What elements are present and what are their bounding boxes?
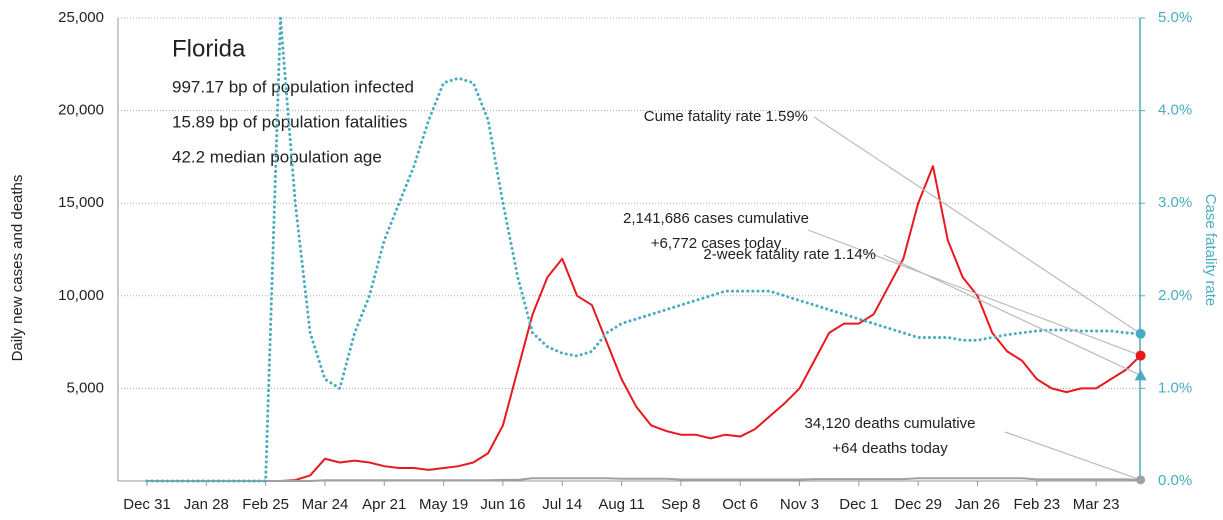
y-tick-label: 20,000 (58, 102, 104, 119)
x-tick-label: Apr 21 (362, 496, 406, 513)
y-tick-label: 15,000 (58, 194, 104, 211)
x-tick-label: Jan 26 (955, 496, 1000, 513)
end-marker (1135, 328, 1146, 339)
y2-tick-label: 1.0% (1158, 379, 1192, 396)
y2-tick-label: 4.0% (1158, 102, 1192, 119)
x-tick-label: Oct 6 (722, 496, 758, 513)
annotation: 2-week fatality rate 1.14% (703, 246, 876, 263)
leader-line (807, 229, 1141, 357)
y2-axis-title: Case fatality rate (1202, 194, 1219, 307)
y2-tick-label: 0.0% (1158, 472, 1192, 489)
x-tick-label: Jun 16 (480, 496, 525, 513)
y-tick-label: 10,000 (58, 287, 104, 304)
x-tick-label: Jan 28 (184, 496, 229, 513)
leader-line (883, 254, 1141, 376)
y-axis-title: Daily new cases and deaths (9, 175, 26, 362)
x-tick-label: Dec 29 (894, 496, 942, 513)
leader-line (813, 116, 1141, 335)
series-line (145, 16, 1143, 483)
annotation: 34,120 deaths cumulative (805, 415, 976, 432)
subtitle: 997.17 bp of population infected (172, 77, 414, 96)
annotation: +6,772 cases today (651, 235, 782, 252)
y2-tick-label: 5.0% (1158, 9, 1192, 26)
x-tick-label: Dec 1 (839, 496, 878, 513)
chart-title: Florida (172, 35, 246, 62)
x-tick-label: May 19 (419, 496, 468, 513)
leader-line (1004, 431, 1141, 481)
annotation: +64 deaths today (832, 440, 948, 457)
x-tick-label: Feb 23 (1013, 496, 1060, 513)
y2-tick-label: 2.0% (1158, 287, 1192, 304)
end-marker (1134, 369, 1147, 381)
x-tick-label: Jul 14 (542, 496, 582, 513)
annotation: 2,141,686 cases cumulative (623, 210, 809, 227)
x-tick-label: Dec 31 (123, 496, 171, 513)
subtitle: 15.89 bp of population fatalities (172, 112, 407, 131)
y-tick-label: 25,000 (58, 9, 104, 26)
x-tick-label: Sep 8 (661, 496, 700, 513)
x-tick-label: Nov 3 (780, 496, 819, 513)
series-line (147, 477, 1141, 482)
x-tick-label: Mar 24 (302, 496, 349, 513)
end-marker (1136, 475, 1146, 485)
y-tick-label: 5,000 (66, 379, 104, 396)
y2-tick-label: 3.0% (1158, 194, 1192, 211)
end-marker (1135, 350, 1146, 361)
x-tick-label: Feb 25 (242, 496, 289, 513)
x-tick-label: Mar 23 (1073, 496, 1120, 513)
annotation: Cume fatality rate 1.59% (644, 108, 808, 125)
x-tick-label: Aug 11 (598, 496, 644, 513)
